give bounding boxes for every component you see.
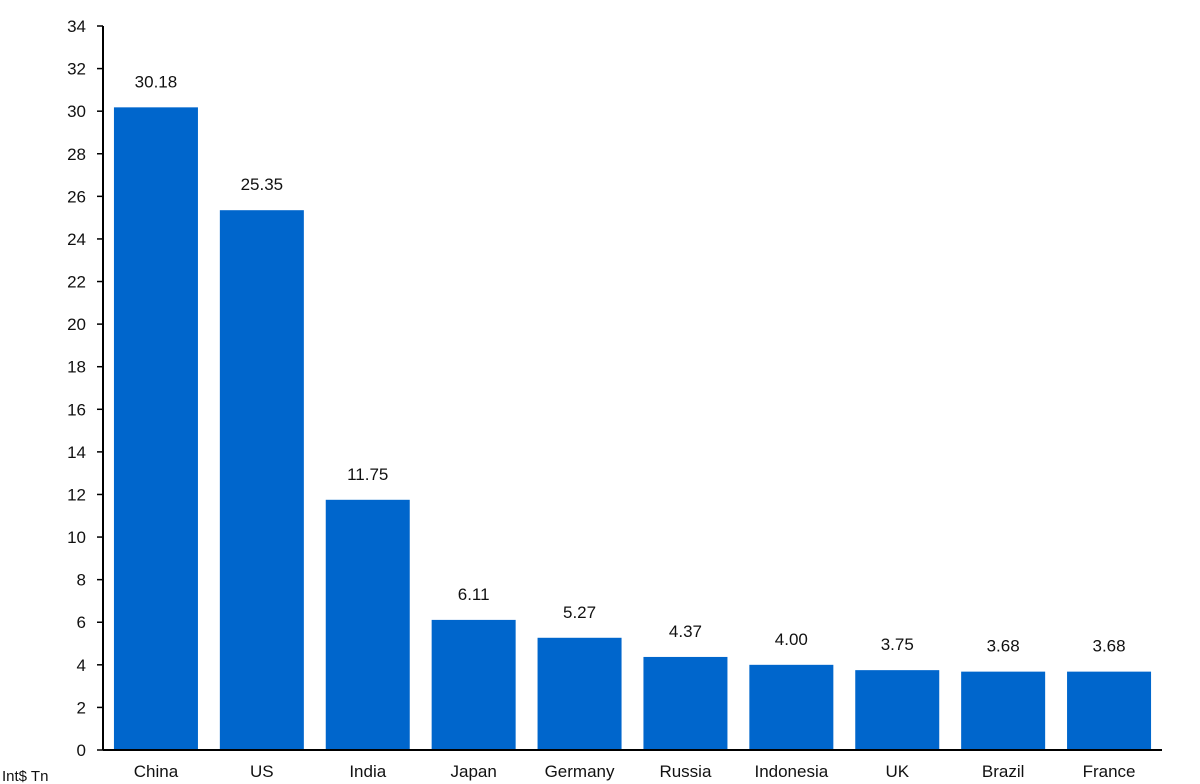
bar-brazil xyxy=(961,671,1046,750)
y-tick-label: 30 xyxy=(67,102,86,121)
y-tick-label: 24 xyxy=(67,230,86,249)
bar-indonesia xyxy=(749,664,834,750)
x-category-label: Indonesia xyxy=(754,762,828,781)
x-category-label: Germany xyxy=(545,762,615,781)
y-tick-label: 18 xyxy=(67,358,86,377)
y-tick-label: 32 xyxy=(67,60,86,79)
y-tick-label: 8 xyxy=(77,571,86,590)
bar-france xyxy=(1067,671,1152,750)
bar-japan xyxy=(431,619,516,750)
bar-us xyxy=(219,210,304,751)
data-label: 25.35 xyxy=(241,175,284,194)
data-label: 3.75 xyxy=(881,635,914,654)
y-tick-label: 16 xyxy=(67,400,86,419)
y-tick-label: 28 xyxy=(67,145,86,164)
x-category-label: Russia xyxy=(659,762,712,781)
data-label: 3.68 xyxy=(1093,637,1126,656)
data-label: 3.68 xyxy=(987,637,1020,656)
data-label: 5.27 xyxy=(563,603,596,622)
y-tick-label: 10 xyxy=(67,528,86,547)
y-tick-label: 34 xyxy=(67,17,86,36)
bar-india xyxy=(325,499,410,750)
bar-uk xyxy=(855,670,940,750)
y-tick-label: 20 xyxy=(67,315,86,334)
y-tick-label: 2 xyxy=(77,698,86,717)
data-labels: 30.18 25.35 11.75 6.11 5.27 4.37 4.00 3.75 3.68 3… xyxy=(135,72,1126,655)
data-label: 4.37 xyxy=(669,622,702,641)
x-category-label: Japan xyxy=(450,762,496,781)
y-tick-label: 14 xyxy=(67,443,86,462)
y-tick-label: 0 xyxy=(77,741,86,760)
y-tick-label: 4 xyxy=(77,656,86,675)
y-axis-unit-label: Int$ Tn xyxy=(2,768,48,784)
x-category-label: India xyxy=(349,762,386,781)
y-tick-label: 6 xyxy=(77,613,86,632)
bar-china xyxy=(113,107,198,751)
bars xyxy=(113,107,1152,751)
x-category-label: UK xyxy=(885,762,909,781)
y-tick-label: 22 xyxy=(67,273,86,292)
data-label: 11.75 xyxy=(347,465,388,484)
bar-germany xyxy=(537,637,622,750)
data-label: 30.18 xyxy=(135,72,178,91)
x-axis: China US India Japan Germany Russia Indonesia U… xyxy=(103,749,1162,781)
x-category-label: US xyxy=(250,762,274,781)
x-category-label: France xyxy=(1083,762,1136,781)
x-category-label: Brazil xyxy=(982,762,1025,781)
y-tick-label: 12 xyxy=(67,485,86,504)
data-label: 6.11 xyxy=(458,585,490,604)
data-label: 4.00 xyxy=(775,630,808,649)
x-category-label: China xyxy=(134,762,179,781)
y-tick-label: 26 xyxy=(67,187,86,206)
bar-russia xyxy=(643,656,728,750)
